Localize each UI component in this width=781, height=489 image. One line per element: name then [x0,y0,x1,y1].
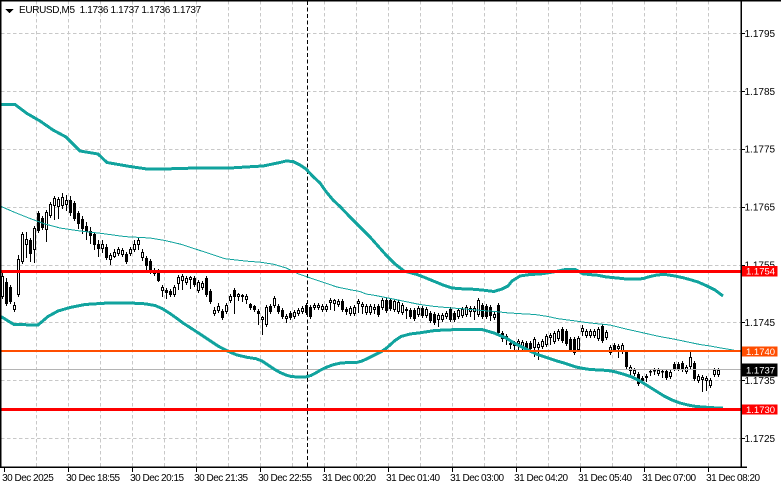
svg-text:30 Dec 18:55: 30 Dec 18:55 [66,473,120,484]
svg-text:31 Dec 00:20: 31 Dec 00:20 [322,473,376,484]
svg-text:1.1735: 1.1735 [745,376,776,387]
svg-text:30 Dec 21:35: 30 Dec 21:35 [194,473,248,484]
svg-text:31 Dec 03:00: 31 Dec 03:00 [450,473,504,484]
svg-text:31 Dec 08:20: 31 Dec 08:20 [706,473,760,484]
svg-text:30 Dec 20:15: 30 Dec 20:15 [130,473,184,484]
svg-text:1.1785: 1.1785 [745,87,776,98]
svg-text:30 Dec 22:55: 30 Dec 22:55 [258,473,312,484]
svg-text:31 Dec 04:20: 31 Dec 04:20 [514,473,568,484]
svg-text:1.1754: 1.1754 [746,267,775,278]
svg-text:31 Dec 01:40: 31 Dec 01:40 [386,473,440,484]
svg-text:1.1755: 1.1755 [745,260,776,271]
svg-text:31 Dec 07:00: 31 Dec 07:00 [642,473,696,484]
svg-text:31 Dec 05:40: 31 Dec 05:40 [578,473,632,484]
svg-text:1.1730: 1.1730 [746,405,775,416]
svg-text:1.1795: 1.1795 [745,29,776,40]
svg-text:1.1737: 1.1737 [746,365,775,376]
svg-text:EURUSD,M5 1.1736 1.1737 1.173: EURUSD,M5 1.1736 1.1737 1.1736 1.1737 [19,5,202,16]
svg-text:30 Dec 2025: 30 Dec 2025 [2,473,54,484]
svg-text:1.1745: 1.1745 [745,318,776,329]
svg-text:1.1740: 1.1740 [746,347,775,358]
svg-text:1.1775: 1.1775 [745,145,776,156]
svg-text:1.1725: 1.1725 [745,434,776,445]
svg-text:1.1765: 1.1765 [745,203,776,214]
